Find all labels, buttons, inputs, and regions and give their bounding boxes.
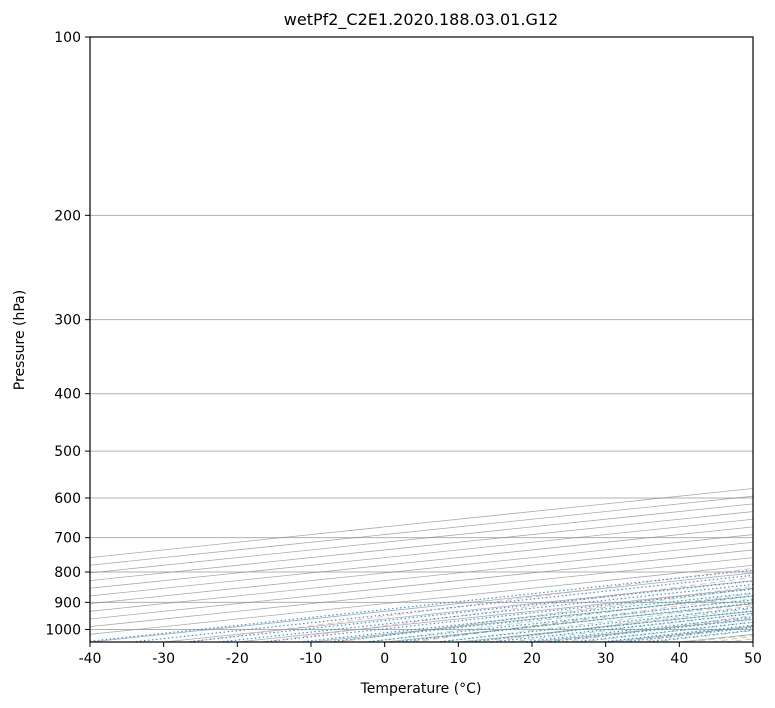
y-tick-label: 400: [54, 387, 81, 403]
x-tick-label: 10: [449, 651, 467, 667]
y-tick-label: 600: [54, 491, 81, 507]
isotherm-line: [90, 488, 753, 558]
x-tick-label: -10: [300, 651, 323, 667]
y-tick-label: 800: [54, 565, 81, 581]
isotherm-line: [90, 526, 753, 597]
isotherm-line: [90, 503, 753, 574]
mixing-ratio-line: [492, 612, 753, 642]
y-tick-label: 300: [54, 313, 81, 329]
plot-frame: [89, 36, 754, 643]
background-lines: [90, 37, 753, 642]
y-tick-label: 700: [54, 531, 81, 547]
mixing-ratio-line: [522, 616, 753, 642]
y-tick-label: 500: [54, 444, 81, 460]
y-tick-label: 100: [54, 30, 81, 46]
isotherm-line: [90, 495, 753, 566]
mixing-ratio-line: [436, 606, 753, 642]
x-tick-label: -40: [79, 651, 102, 667]
x-tick-label: -20: [226, 651, 249, 667]
axes: -40 -30 -20 -10 0 10 20 30 40 50 100 200 300 400 500 60…: [45, 30, 762, 667]
x-tick-label: 50: [744, 651, 762, 667]
x-tick-label: 20: [523, 651, 541, 667]
x-tick-label: 0: [380, 651, 389, 667]
y-tick-label: 1000: [45, 622, 81, 638]
mixing-ratio-line: [90, 569, 753, 642]
x-tick-label: 40: [670, 651, 688, 667]
mixing-ratio-line: [467, 610, 753, 642]
x-axis-label: Temperature (°C): [360, 681, 482, 697]
isotherm-line: [90, 518, 753, 589]
y-tick-label: 200: [54, 208, 81, 224]
moist-adiabat-line: [332, 588, 753, 642]
chart-title: wetPf2_C2E1.2020.188.03.01.G12: [284, 10, 558, 30]
dry-adiabat-line: [188, 567, 753, 642]
dry-adiabat-line: [412, 595, 753, 642]
x-tick-label: -30: [152, 651, 175, 667]
mixing-ratio-line: [131, 574, 753, 642]
isotherm-line: [90, 534, 753, 605]
x-tick-label: 30: [597, 651, 615, 667]
y-tick-label: 900: [54, 595, 81, 611]
isotherm-line: [90, 511, 753, 582]
y-axis-label: Pressure (hPa): [12, 290, 28, 390]
